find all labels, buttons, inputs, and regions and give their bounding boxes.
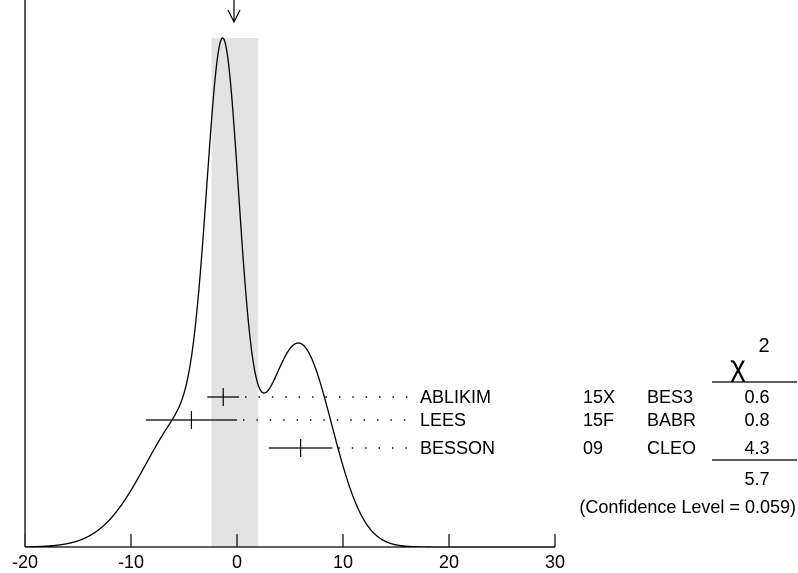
measurement-experiment: CLEO <box>647 438 696 458</box>
x-tick-label: -10 <box>118 552 144 572</box>
x-tick-label: 10 <box>333 552 353 572</box>
measurement-year: 09 <box>583 438 603 458</box>
dotted-leaders <box>243 396 412 449</box>
average-arrow <box>227 0 241 24</box>
x-tick-label: -20 <box>12 552 38 572</box>
average-band <box>211 38 259 547</box>
measurement-experiment: BABR <box>647 410 696 430</box>
chi2-total: 5.7 <box>744 469 769 489</box>
chi2-header: χ 2 <box>730 335 769 383</box>
measurement-year: 15X <box>583 387 615 407</box>
measurement-author: BESSON <box>420 438 495 458</box>
measurement-chi2: 4.3 <box>744 438 769 458</box>
chi2-superscript: 2 <box>758 335 769 357</box>
measurement-year: 15F <box>583 410 614 430</box>
x-tick-label: 0 <box>232 552 242 572</box>
chi2-symbol: χ <box>730 350 746 383</box>
measurement-experiment: BES3 <box>647 387 693 407</box>
x-tick-label: 20 <box>439 552 459 572</box>
x-tick-label: 30 <box>545 552 565 572</box>
ideogram-curve <box>24 37 555 548</box>
measurement-chi2: 0.6 <box>744 387 769 407</box>
confidence-level: (Confidence Level = 0.059) <box>579 497 796 517</box>
measurement-chi2: 0.8 <box>744 410 769 430</box>
measurement-author: LEES <box>420 410 466 430</box>
measurement-author: ABLIKIM <box>420 387 491 407</box>
